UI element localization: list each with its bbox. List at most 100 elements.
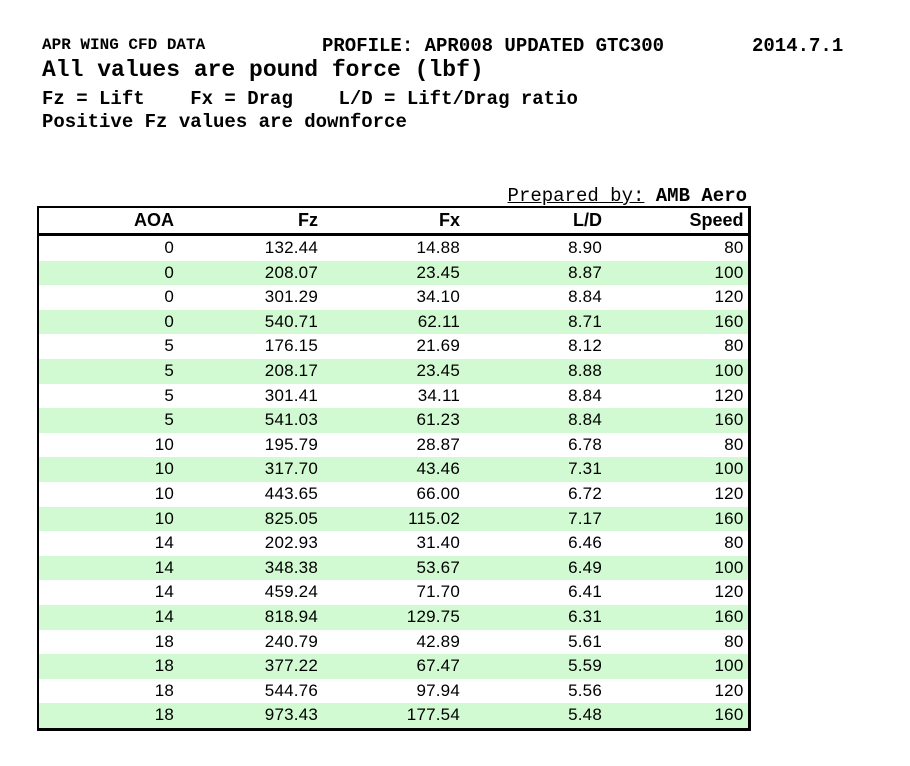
table-cell-aoa: 10 [154, 508, 174, 528]
table-header: AOA Fz Fx L/D Speed [38, 207, 749, 236]
prepared-by-line: Prepared by: AMB Aero [508, 185, 747, 207]
table-cell-ld: 8.84 [568, 410, 602, 430]
table-cell-aoa: 10 [154, 459, 174, 479]
table-row: 14 818.94 129.75 6.31 160 [38, 604, 749, 630]
table-cell-fz: 825.05 [264, 508, 318, 528]
table-cell-fx: 115.02 [408, 508, 460, 528]
table-cell-ld: 6.46 [568, 533, 602, 553]
table-row: 18 544.76 97.94 5.56 120 [38, 678, 749, 704]
cfd-table-body: 0 132.44 14.88 8.90 80 0 208.07 23.45 8.87 100 0 30… [38, 234, 749, 730]
table-cell-fx: 34.10 [416, 287, 460, 307]
table-cell-fz: 348.38 [264, 557, 318, 577]
table-cell-fx: 97.94 [416, 680, 460, 700]
table-row: 5 176.15 21.69 8.12 80 [38, 334, 749, 359]
table-cell-speed: 100 [714, 656, 744, 676]
table-cell-aoa: 18 [154, 656, 174, 676]
table-cell-ld: 7.31 [568, 459, 602, 479]
report-date: 2014.7.1 [752, 35, 844, 57]
downforce-note: Positive Fz values are downforce [42, 111, 407, 133]
table-cell-ld: 6.72 [568, 483, 602, 503]
table-cell-fx: 67.47 [416, 656, 460, 676]
table-cell-fx: 31.40 [416, 533, 460, 553]
table-cell-fx: 61.23 [416, 410, 460, 430]
table-cell-ld: 8.90 [568, 238, 602, 257]
table-cell-fx: 23.45 [416, 262, 460, 282]
table-cell-speed: 120 [714, 385, 744, 405]
table-row: 0 208.07 23.45 8.87 100 [38, 260, 749, 286]
table-row: 14 459.24 71.70 6.41 120 [38, 580, 749, 605]
table-cell-aoa: 14 [154, 606, 174, 626]
table-cell-fz: 973.43 [264, 705, 318, 725]
table-row: 0 540.71 62.11 8.71 160 [38, 309, 749, 335]
table-cell-fz: 541.03 [264, 410, 318, 430]
table-cell-fz: 176.15 [264, 336, 318, 356]
table-row: 18 377.22 67.47 5.59 100 [38, 654, 749, 679]
table-cell-ld: 5.56 [568, 680, 602, 700]
table-cell-aoa: 0 [164, 238, 174, 257]
table-cell-fx: 177.54 [406, 705, 460, 725]
table-cell-fz: 377.22 [264, 656, 318, 676]
column-header-fz: Fz [178, 207, 322, 236]
table-cell-fx: 28.87 [416, 434, 460, 454]
table-cell-aoa: 18 [154, 705, 174, 725]
table-cell-aoa: 5 [164, 385, 174, 405]
table-cell-speed: 80 [724, 336, 744, 356]
table-row: 14 202.93 31.40 6.46 80 [38, 531, 749, 556]
table-row: 5 301.41 34.11 8.84 120 [38, 383, 749, 409]
table-cell-ld: 7.17 [568, 508, 602, 528]
table-cell-ld: 6.49 [568, 557, 602, 577]
table-cell-fz: 240.79 [264, 631, 318, 651]
table-row: 10 317.70 43.46 7.31 100 [38, 457, 749, 482]
table-cell-fx: 66.00 [416, 483, 460, 503]
table-cell-fx: 14.88 [416, 238, 460, 257]
table-row: 18 973.43 177.54 5.48 160 [38, 703, 749, 730]
table-cell-fz: 459.24 [264, 582, 318, 602]
table-row: 18 240.79 42.89 5.61 80 [38, 629, 749, 655]
table-row: 0 301.29 34.10 8.84 120 [38, 285, 749, 310]
table-row: 10 195.79 28.87 6.78 80 [38, 432, 749, 458]
table-row: 5 541.03 61.23 8.84 160 [38, 408, 749, 433]
table-cell-ld: 8.87 [568, 262, 602, 282]
table-cell-speed: 160 [714, 311, 744, 331]
table-cell-aoa: 5 [164, 336, 174, 356]
table-cell-aoa: 14 [154, 533, 174, 553]
cfd-data-table: AOA Fz Fx L/D Speed 0 132.44 14.88 8.90 80 0 2… [37, 206, 751, 731]
table-cell-ld: 6.31 [568, 606, 602, 626]
table-cell-ld: 8.84 [568, 287, 602, 307]
table-cell-fz: 132.44 [264, 238, 318, 257]
table-row: 14 348.38 53.67 6.49 100 [38, 555, 749, 581]
table-cell-fz: 317.70 [264, 459, 318, 479]
table-cell-fz: 818.94 [264, 606, 318, 626]
table-cell-fx: 71.70 [416, 582, 460, 602]
column-header-speed: Speed [606, 207, 749, 236]
column-header-aoa: AOA [38, 207, 178, 236]
table-cell-fx: 43.46 [416, 459, 460, 479]
table-cell-ld: 8.71 [568, 311, 602, 331]
table-cell-fx: 21.69 [416, 336, 460, 356]
table-cell-fx: 23.45 [416, 360, 460, 380]
units-subtitle: All values are pound force (lbf) [42, 57, 484, 83]
column-header-fx: Fx [322, 207, 464, 236]
table-cell-speed: 160 [714, 508, 744, 528]
table-cell-speed: 80 [724, 533, 744, 553]
table-cell-fx: 129.75 [406, 606, 460, 626]
table-cell-fx: 34.11 [417, 385, 460, 405]
table-cell-aoa: 14 [154, 582, 174, 602]
table-cell-speed: 80 [724, 238, 744, 257]
table-cell-aoa: 18 [154, 680, 174, 700]
table-cell-ld: 8.12 [568, 336, 602, 356]
table-cell-aoa: 0 [164, 262, 174, 282]
abbreviation-legend: Fz = Lift Fx = Drag L/D = Lift/Drag rati… [42, 88, 578, 110]
table-row: 5 208.17 23.45 8.88 100 [38, 358, 749, 384]
prepared-by-label: Prepared by: [507, 185, 645, 207]
table-cell-ld: 5.61 [568, 631, 602, 651]
table-cell-fz: 301.29 [264, 287, 318, 307]
table-cell-speed: 80 [724, 631, 744, 651]
table-cell-speed: 100 [714, 262, 744, 282]
table-cell-aoa: 5 [164, 360, 174, 380]
table-cell-speed: 120 [714, 287, 744, 307]
table-row: 10 825.05 115.02 7.17 160 [38, 506, 749, 532]
column-header-ld: L/D [464, 207, 606, 236]
table-cell-fx: 62.11 [417, 311, 460, 331]
